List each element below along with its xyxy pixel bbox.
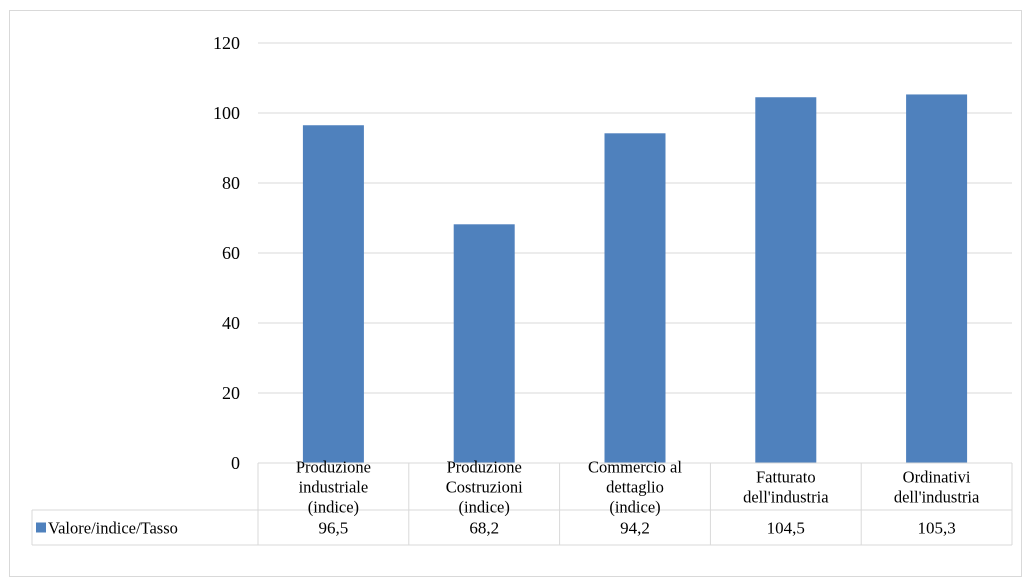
category-label-line: (indice) [609,498,660,517]
legend-key [36,522,46,533]
category-label-line: Commercio al [588,458,682,477]
gridlines [258,42,1012,394]
category-label: Ordinativi dell'industria [894,468,980,507]
category-label-line: dell'industria [894,488,980,507]
y-tick-label: 80 [222,173,240,193]
value-label: 68,2 [469,519,499,538]
value-labels: 96,5 68,2 94,2 104,5 105,3 [319,519,956,538]
y-axis-ticks: 0 20 40 60 80 100 120 [213,33,240,473]
category-label-line: (indice) [308,498,359,517]
category-label-line: dettaglio [606,478,664,497]
category-label-line: Ordinativi [903,468,971,487]
category-label-line: Costruzioni [446,478,523,497]
bar [302,125,364,463]
category-label-line: industriale [299,478,369,497]
category-labels: Produzione industriale (indice)Produzione C… [296,458,980,517]
bar [755,97,817,463]
category-label: Commercio al dettaglio (indice) [588,458,682,517]
y-tick-label: 120 [213,33,240,53]
category-label: Produzione industriale (indice) [296,458,371,517]
y-tick-label: 0 [231,453,240,473]
value-label: 105,3 [917,519,955,538]
y-tick-label: 20 [222,383,240,403]
value-label: 96,5 [319,519,349,538]
chart-frame [9,10,1022,577]
legend: Valore/indice/Tasso [36,519,178,538]
value-label: 94,2 [620,519,650,538]
value-label: 104,5 [767,519,805,538]
y-tick-label: 60 [222,243,240,263]
bars [302,94,968,464]
legend-label: Valore/indice/Tasso [48,519,178,538]
category-label-line: Produzione [296,458,371,477]
category-label-line: dell'industria [743,488,829,507]
data-table [31,462,1013,546]
y-tick-label: 100 [213,103,240,123]
category-label: Produzione Costruzioni (indice) [446,458,523,517]
bar [906,94,968,463]
category-label-line: Produzione [447,458,522,477]
category-label-line: (indice) [459,498,510,517]
y-tick-label: 40 [222,313,240,333]
category-label-line: Fatturato [756,468,816,487]
category-label: Fatturato dell'industria [743,468,829,507]
bar [604,133,666,464]
bar [453,224,515,463]
